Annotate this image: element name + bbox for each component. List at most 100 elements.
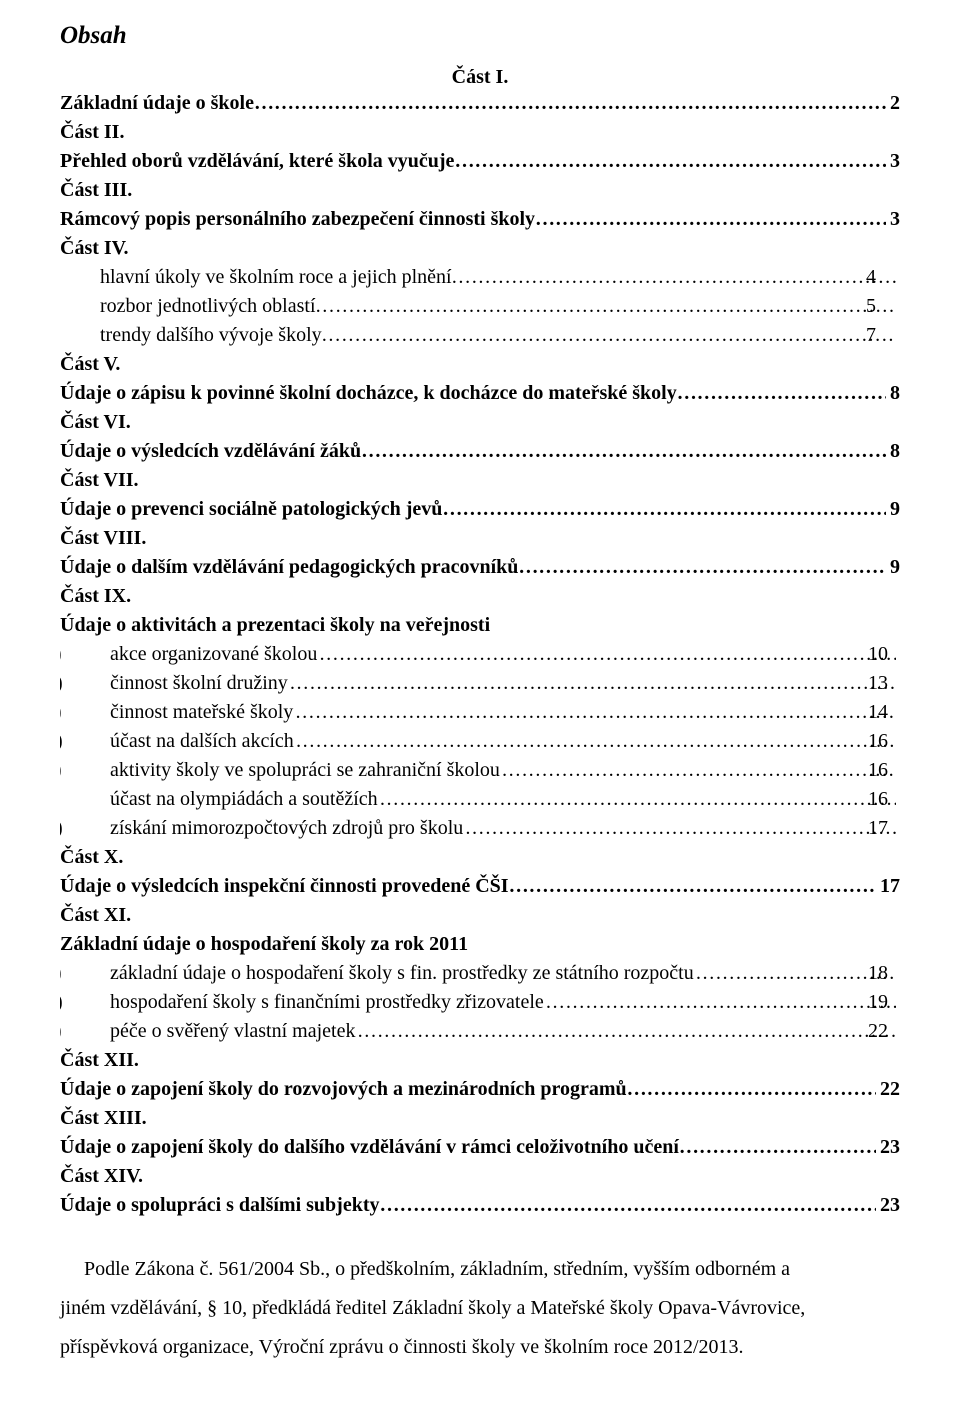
toc-label: Údaje o spolupráci s dalšími subjekty [60,1191,380,1220]
toc-row: g)získání mimorozpočtových zdrojů pro šk… [60,814,900,843]
body-paragraph: Podle Zákona č. 561/2004 Sb., o předškol… [60,1250,900,1289]
leader-dots [378,785,896,814]
toc-page: 3 [886,147,900,176]
toc-label: 1.hlavní úkoly ve školním roce a jejich … [100,263,452,292]
part-6-heading: Část VI. [60,408,900,437]
toc-label: b)hospodaření školy s finančními prostře… [110,988,544,1017]
leader-dots [518,553,886,582]
toc-page: 8 [886,379,900,408]
toc-label: Údaje o výsledcích inspekční činnosti pr… [60,872,509,901]
toc-label: Základní údaje o škole [60,89,254,118]
toc-label: f)účast na olympiádách a soutěžích [110,785,378,814]
part-2-heading: Část II. [60,118,900,147]
toc-subheading: Základní údaje o hospodaření školy za ro… [60,930,900,959]
leader-dots [679,1133,876,1162]
toc-row: 3.trendy dalšího vývoje školy 7 [60,321,900,350]
toc-row: Údaje o dalším vzdělávání pedagogických … [60,553,900,582]
toc-label: Údaje o prevenci sociálně patologických … [60,495,442,524]
part-9-heading: Část IX. [60,582,900,611]
part-11-heading: Část XI. [60,901,900,930]
toc-label: a)akce organizované školou [110,640,317,669]
toc-label: c)péče o svěřený vlastní majetek [110,1017,355,1046]
leader-dots [509,872,876,901]
toc-row: d)účast na dalších akcích 16 [60,727,900,756]
toc-page: 19 [896,988,900,1017]
page-title: Obsah [60,22,900,50]
toc-row: 2.rozbor jednotlivých oblastí 5 [60,292,900,321]
toc-label: Údaje o výsledcích vzdělávání žáků [60,437,361,466]
toc-row: b)činnost školní družiny 13 [60,669,900,698]
toc-label: d)účast na dalších akcích [110,727,294,756]
leader-dots [677,379,886,408]
leader-dots [294,727,896,756]
toc-label: Přehled oborů vzdělávání, které škola vy… [60,147,454,176]
toc-row: a)základní údaje o hospodaření školy s f… [60,959,900,988]
part-1-heading: Část I. [60,66,900,89]
leader-dots [452,263,896,292]
leader-dots [454,147,886,176]
toc-row: c)péče o svěřený vlastní majetek 22 [60,1017,900,1046]
body-paragraph: příspěvková organizace, Výroční zprávu o… [60,1328,900,1367]
part-3-heading: Část III. [60,176,900,205]
toc-row: Údaje o prevenci sociálně patologických … [60,495,900,524]
leader-dots [254,89,886,118]
leader-dots [316,292,896,321]
toc-page: 4 [896,263,900,292]
part-13-heading: Část XIII. [60,1104,900,1133]
toc-page: 17 [896,814,900,843]
body-paragraph: jiném vzdělávání, § 10, předkládá ředite… [60,1289,900,1328]
toc-page: 22 [876,1075,900,1104]
leader-dots [317,640,896,669]
toc-subheading: Údaje o aktivitách a prezentaci školy na… [60,611,900,640]
toc-label: Údaje o dalším vzdělávání pedagogických … [60,553,518,582]
toc-page: 9 [886,495,900,524]
leader-dots [288,669,896,698]
toc-page: 8 [886,437,900,466]
part-12-heading: Část XII. [60,1046,900,1075]
toc-page: 18 [896,959,900,988]
toc-row: Údaje o výsledcích vzdělávání žáků 8 [60,437,900,466]
leader-dots [355,1017,896,1046]
toc-page: 9 [886,553,900,582]
part-14-heading: Část XIV. [60,1162,900,1191]
toc-page: 23 [876,1191,900,1220]
leader-dots [380,1191,877,1220]
toc-page: 7 [896,321,900,350]
toc-row: Údaje o zapojení školy do rozvojových a … [60,1075,900,1104]
part-7-heading: Část VII. [60,466,900,495]
toc-row: Údaje o spolupráci s dalšími subjekty 23 [60,1191,900,1220]
toc-label: 3.trendy dalšího vývoje školy [100,321,322,350]
leader-dots [544,988,896,1017]
toc-label: Údaje o zapojení školy do rozvojových a … [60,1075,627,1104]
leader-dots [322,321,896,350]
toc-row: b)hospodaření školy s finančními prostře… [60,988,900,1017]
toc-row: f)účast na olympiádách a soutěžích 16 [60,785,900,814]
leader-dots [627,1075,876,1104]
leader-dots [442,495,886,524]
toc-row: Základní údaje o škole 2 [60,89,900,118]
toc-page: 16 [896,756,900,785]
leader-dots [361,437,886,466]
toc-page: 16 [896,727,900,756]
toc-label: Údaje o zapojení školy do dalšího vzdělá… [60,1133,679,1162]
toc-row: a)akce organizované školou 10 [60,640,900,669]
toc-page: 5 [896,292,900,321]
toc-page: 23 [876,1133,900,1162]
leader-dots [535,205,886,234]
toc-label: c)činnost mateřské školy [110,698,293,727]
leader-dots [694,959,896,988]
leader-dots [293,698,896,727]
toc-label: 2.rozbor jednotlivých oblastí [100,292,316,321]
toc-row: Údaje o zápisu k povinné školní docházce… [60,379,900,408]
toc-row: Údaje o výsledcích inspekční činnosti pr… [60,872,900,901]
toc-row: Přehled oborů vzdělávání, které škola vy… [60,147,900,176]
toc-label: g)získání mimorozpočtových zdrojů pro šk… [110,814,463,843]
toc-page: 3 [886,205,900,234]
part-10-heading: Část X. [60,843,900,872]
part-8-heading: Část VIII. [60,524,900,553]
toc-page: 2 [886,89,900,118]
toc-row: c)činnost mateřské školy 14 [60,698,900,727]
toc-page: 14 [896,698,900,727]
toc-page: 22 [896,1017,900,1046]
toc-row: 1.hlavní úkoly ve školním roce a jejich … [60,263,900,292]
